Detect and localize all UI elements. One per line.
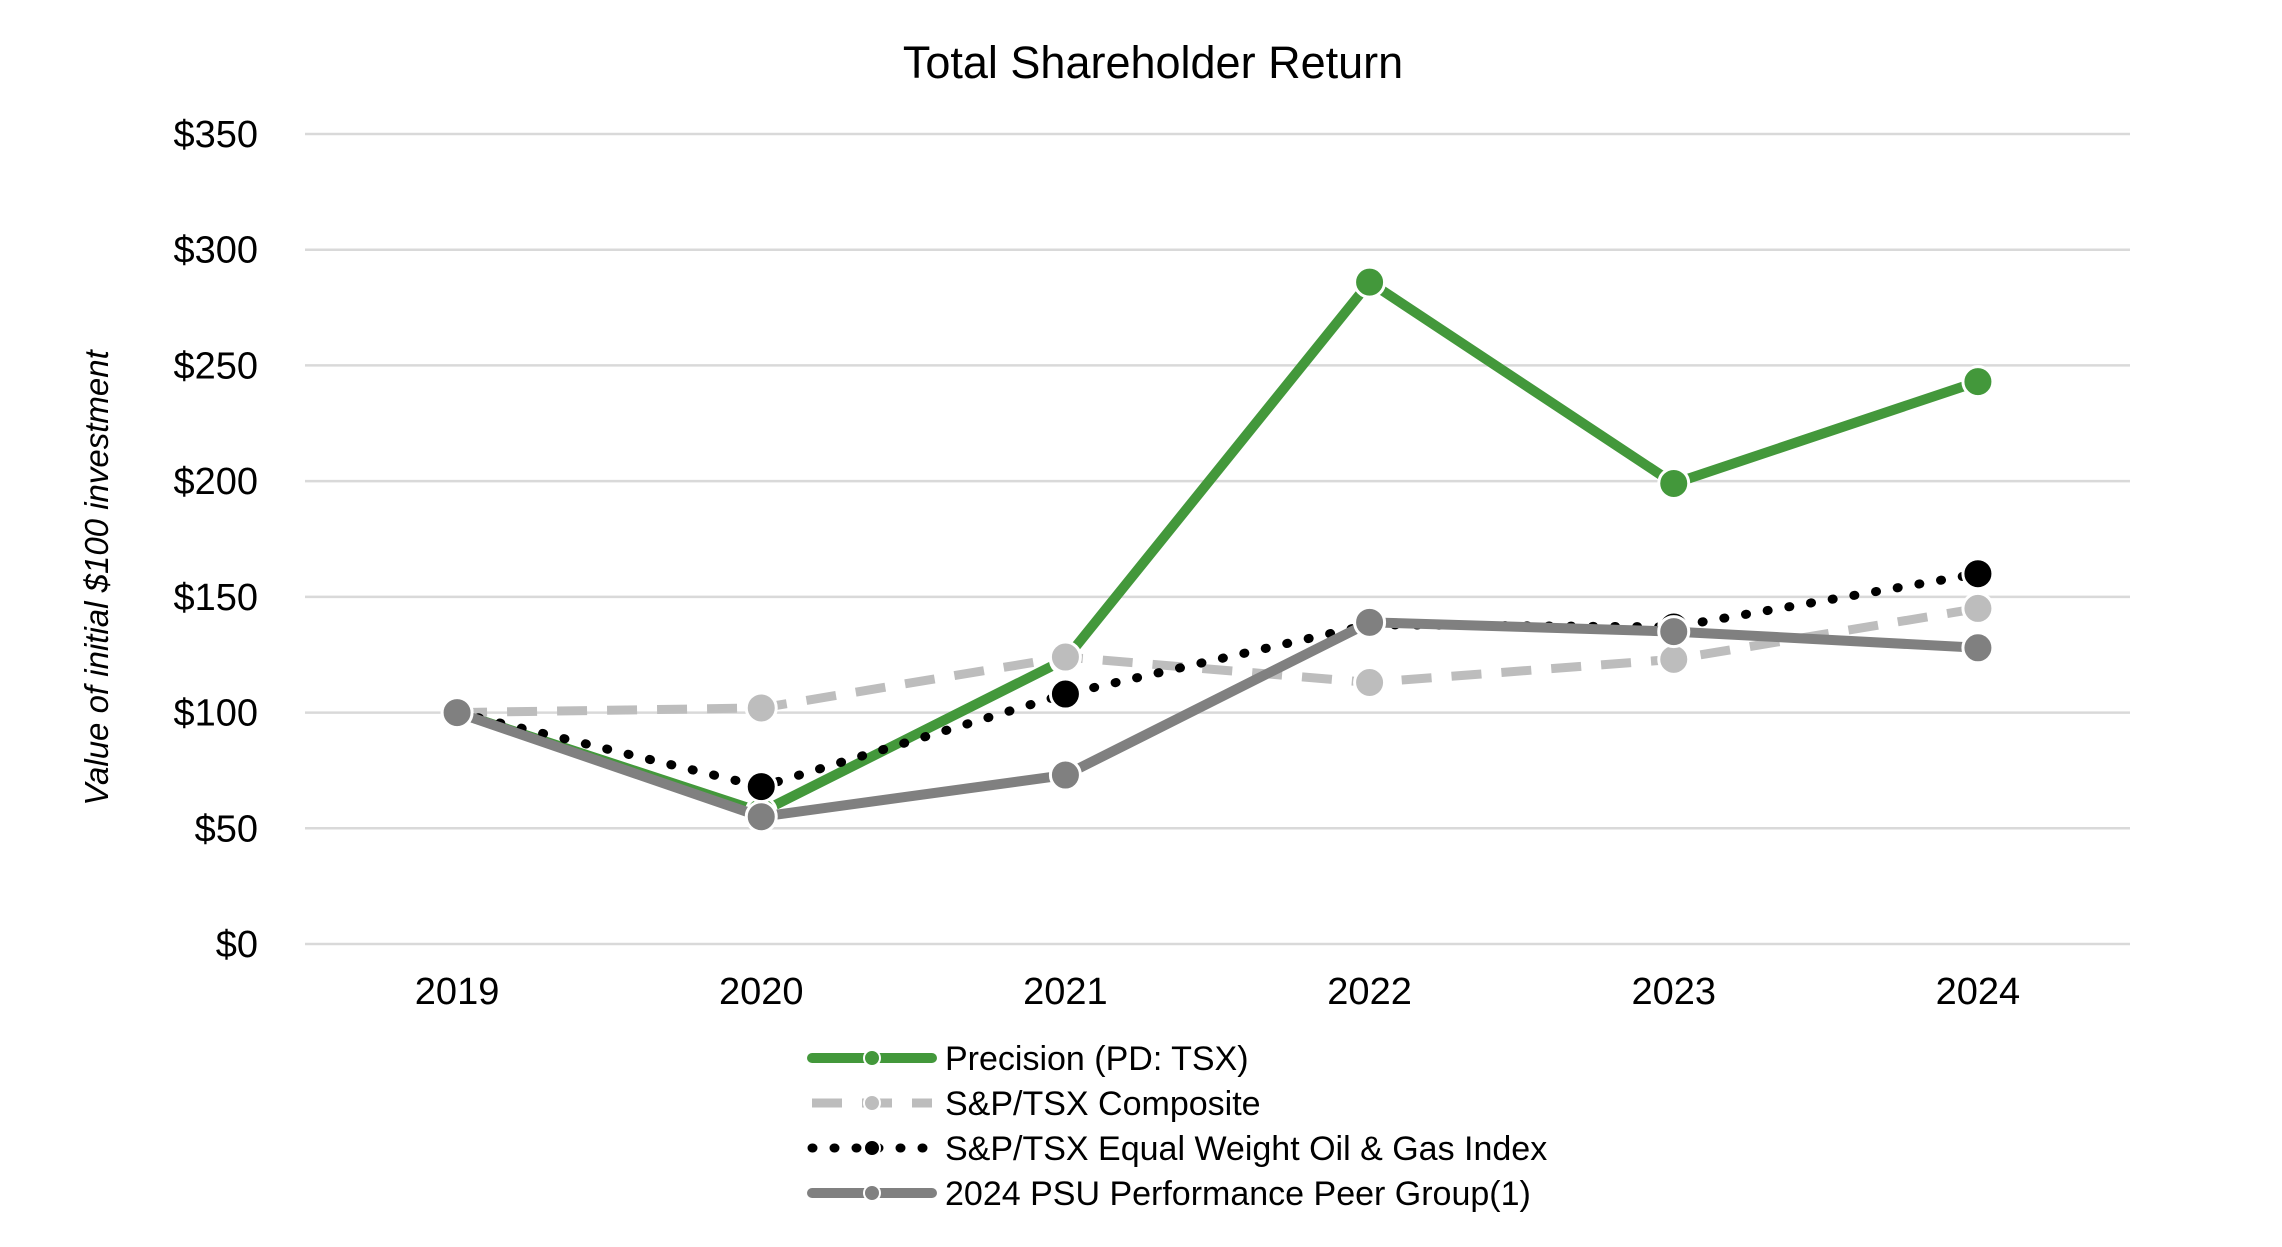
legend: Precision (PD: TSX) S&P/TSX Composite S&P/… [807,1040,1547,1213]
data-point [744,800,778,834]
legend-marker [863,1184,881,1202]
series-group [440,265,1995,834]
data-point [1961,557,1995,591]
y-axis-label: Value of initial $100 investment [78,348,115,805]
x-tick-label: 2019 [415,971,500,1013]
y-axis-ticks: $0 $50 $100 $150 $200 $250 $300 $350 [173,114,258,966]
series-3 [440,557,1995,804]
series-4 [440,605,1995,834]
legend-label: S&P/TSX Composite [945,1085,1261,1123]
series-2 [440,591,1995,730]
data-point [1961,631,1995,665]
legend-item: Precision (PD: TSX) [807,1040,1249,1078]
data-point [1657,642,1691,676]
y-tick-label: $200 [173,461,258,503]
chart-title: Total Shareholder Return [903,37,1403,88]
series-1 [440,265,1995,829]
series-line [452,569,1983,792]
data-point [744,691,778,725]
data-point [1353,665,1387,699]
data-point [744,770,778,804]
data-point [1048,758,1082,792]
series-line [452,617,1983,822]
y-tick-label: $100 [173,693,258,735]
legend-marker [863,1139,881,1157]
x-tick-label: 2020 [719,971,804,1013]
legend-item: 2024 PSU Performance Peer Group(1) [807,1175,1531,1213]
data-point [1961,591,1995,625]
legend-label: Precision (PD: TSX) [945,1040,1249,1078]
x-axis-ticks: 2019 2020 2021 2022 2023 2024 [415,971,2020,1013]
y-tick-label: $150 [173,577,258,619]
legend-item: S&P/TSX Equal Weight Oil & Gas Index [807,1130,1547,1168]
y-tick-label: $300 [173,230,258,272]
data-point [1657,466,1691,500]
legend-marker [863,1094,881,1112]
data-point [1353,265,1387,299]
x-tick-label: 2024 [1936,971,2021,1013]
y-tick-label: $50 [195,808,258,850]
x-tick-label: 2021 [1023,971,1108,1013]
legend-label: S&P/TSX Equal Weight Oil & Gas Index [945,1130,1547,1168]
x-tick-label: 2022 [1327,971,1412,1013]
gridlines [305,132,2130,946]
y-tick-label: $350 [173,114,258,156]
y-tick-label: $250 [173,345,258,387]
legend-item: S&P/TSX Composite [812,1085,1261,1123]
y-tick-label: $0 [216,924,258,966]
legend-label: 2024 PSU Performance Peer Group(1) [945,1175,1531,1213]
legend-marker [863,1049,881,1067]
data-point [1048,677,1082,711]
data-point [1353,605,1387,639]
x-tick-label: 2023 [1631,971,1716,1013]
series-line [457,603,1979,718]
data-point [1657,615,1691,649]
series-line [452,277,1983,818]
data-point [1048,640,1082,674]
data-point [1961,365,1995,399]
data-point [440,696,474,730]
